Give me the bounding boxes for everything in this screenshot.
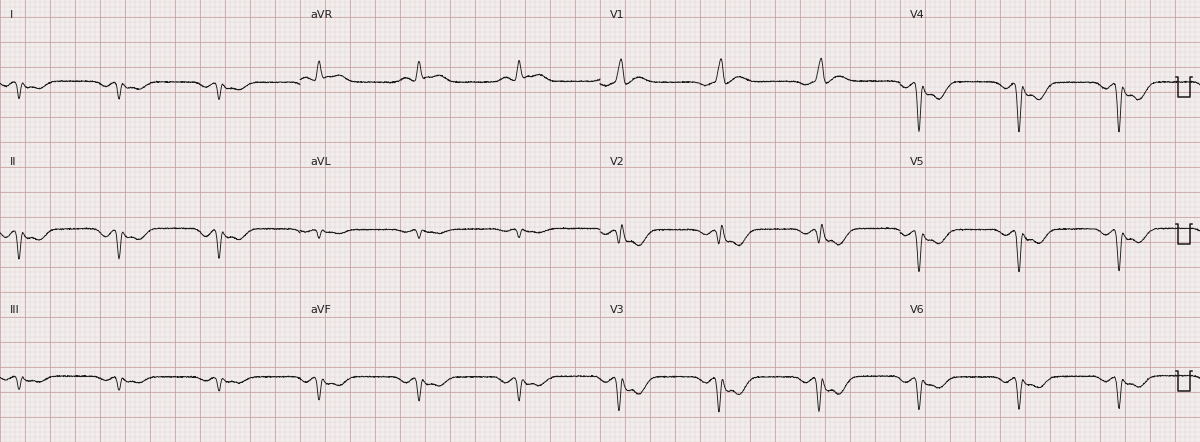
Text: V1: V1 xyxy=(610,10,625,20)
Text: V6: V6 xyxy=(910,305,925,315)
Text: II: II xyxy=(10,157,17,168)
Text: aVR: aVR xyxy=(310,10,332,20)
Text: III: III xyxy=(10,305,19,315)
Text: I: I xyxy=(10,10,13,20)
Text: aVF: aVF xyxy=(310,305,331,315)
Text: aVL: aVL xyxy=(310,157,331,168)
Text: V4: V4 xyxy=(910,10,925,20)
Text: V3: V3 xyxy=(610,305,625,315)
Text: V5: V5 xyxy=(910,157,925,168)
Text: V2: V2 xyxy=(610,157,625,168)
